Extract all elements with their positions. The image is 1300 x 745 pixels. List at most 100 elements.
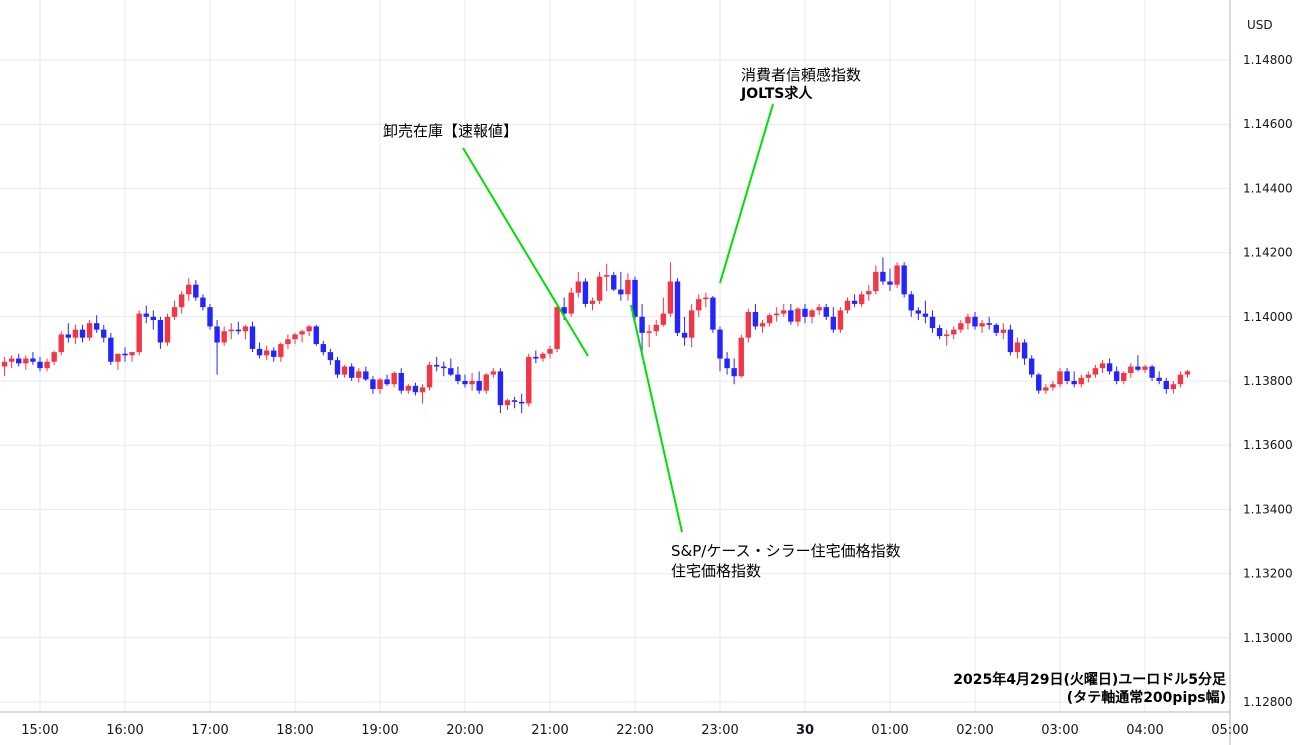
candle-body <box>1028 358 1035 375</box>
candle <box>851 294 858 308</box>
candle-body <box>894 265 900 285</box>
candle-body <box>943 334 950 337</box>
candle <box>186 278 192 301</box>
candle-body <box>674 281 681 333</box>
candle <box>1050 381 1056 391</box>
candle <box>448 358 454 377</box>
candle <box>929 310 936 333</box>
candle-body <box>278 344 284 357</box>
candle <box>299 329 305 343</box>
candle-body <box>1078 377 1084 385</box>
candle-body <box>263 350 270 356</box>
candle-body <box>738 337 744 377</box>
candle-body <box>448 368 454 375</box>
y-tick-label: 1.13600 <box>1243 438 1293 452</box>
candle <box>285 334 291 349</box>
y-tick-label: 1.12800 <box>1243 695 1293 709</box>
candle-body <box>405 385 412 391</box>
candle <box>1099 360 1106 373</box>
candle-body <box>568 292 574 314</box>
candle-body <box>752 311 759 327</box>
candle <box>271 347 277 362</box>
annotation-line-wholesale <box>462 147 589 357</box>
candle <box>547 345 553 359</box>
candle-body <box>30 358 36 362</box>
candle-body <box>547 348 553 354</box>
candle <box>674 278 681 337</box>
candle <box>242 324 249 340</box>
candle-body <box>412 385 419 393</box>
candle-body <box>356 371 362 378</box>
candle <box>979 320 985 333</box>
candle-body <box>511 400 518 402</box>
candle-body <box>8 358 15 362</box>
candle-body <box>993 324 999 333</box>
candle-body <box>1071 381 1077 385</box>
candle-body <box>1099 363 1106 369</box>
x-tick-label: 19:00 <box>361 723 398 738</box>
x-axis[interactable]: 15:00 16:00 17:00 18:00 19:00 20:00 21:00 22:00… <box>0 711 1249 738</box>
candle <box>830 307 837 333</box>
candle <box>1128 363 1134 378</box>
x-tick-label: 20:00 <box>446 723 483 738</box>
candle-body <box>880 271 886 282</box>
candle <box>193 279 199 301</box>
candle-body <box>370 379 376 390</box>
candle <box>837 307 844 333</box>
candle-body <box>589 300 596 304</box>
candle-body <box>646 331 652 333</box>
candle-body <box>603 275 610 277</box>
candle-body <box>788 310 794 322</box>
candle <box>122 347 128 362</box>
candle <box>781 303 787 317</box>
candle-body <box>455 374 461 381</box>
candle-body <box>717 329 723 359</box>
candle <box>943 329 950 346</box>
candle-body <box>363 371 369 380</box>
candle-body <box>391 372 397 385</box>
candle <box>880 257 886 285</box>
candle <box>1135 355 1141 372</box>
candle <box>469 372 475 391</box>
annotation-wholesale-inventories: 卸売在庫【速報値】 <box>383 122 518 140</box>
candle <box>568 287 574 317</box>
candle-body <box>86 323 93 338</box>
candle <box>101 324 107 343</box>
candle <box>951 326 957 340</box>
candle <box>632 276 638 324</box>
candle <box>483 372 489 394</box>
candle-body <box>540 353 546 359</box>
x-tick-label: 21:00 <box>531 723 568 738</box>
candle-body <box>334 360 341 375</box>
y-axis[interactable]: USD 1.14800 1.14600 1.14400 1.14200 1.14000 1… <box>1229 0 1293 745</box>
candle <box>696 294 702 317</box>
candle <box>1085 371 1092 383</box>
candle-body <box>1184 371 1191 375</box>
candle-body <box>504 400 511 406</box>
candle-body <box>696 299 702 311</box>
currency-label: USD <box>1247 18 1273 32</box>
candle-body <box>688 310 695 338</box>
candle-body <box>526 356 532 404</box>
candle-body <box>1142 366 1148 370</box>
candle <box>278 342 284 362</box>
candle <box>377 377 383 394</box>
candle-body <box>908 294 914 311</box>
candle-body <box>490 371 497 375</box>
annotations: 卸売在庫【速報値】 消費者信頼感指数 JOLTS求人 S&P/ケース・シラー住宅… <box>383 66 901 580</box>
candle-body <box>306 326 312 332</box>
candle-body <box>533 356 539 359</box>
candle-body <box>901 265 907 295</box>
candle <box>93 315 100 333</box>
candle-body <box>1135 366 1141 370</box>
candle <box>823 303 829 321</box>
candle-body <box>242 326 249 332</box>
candle <box>455 366 461 385</box>
candle-body <box>186 284 192 295</box>
candle-body <box>1177 374 1184 385</box>
candle-body <box>1043 387 1049 391</box>
candle-body <box>887 281 893 285</box>
candle <box>703 292 709 308</box>
candle-body <box>781 310 787 314</box>
candle-body <box>93 323 100 330</box>
